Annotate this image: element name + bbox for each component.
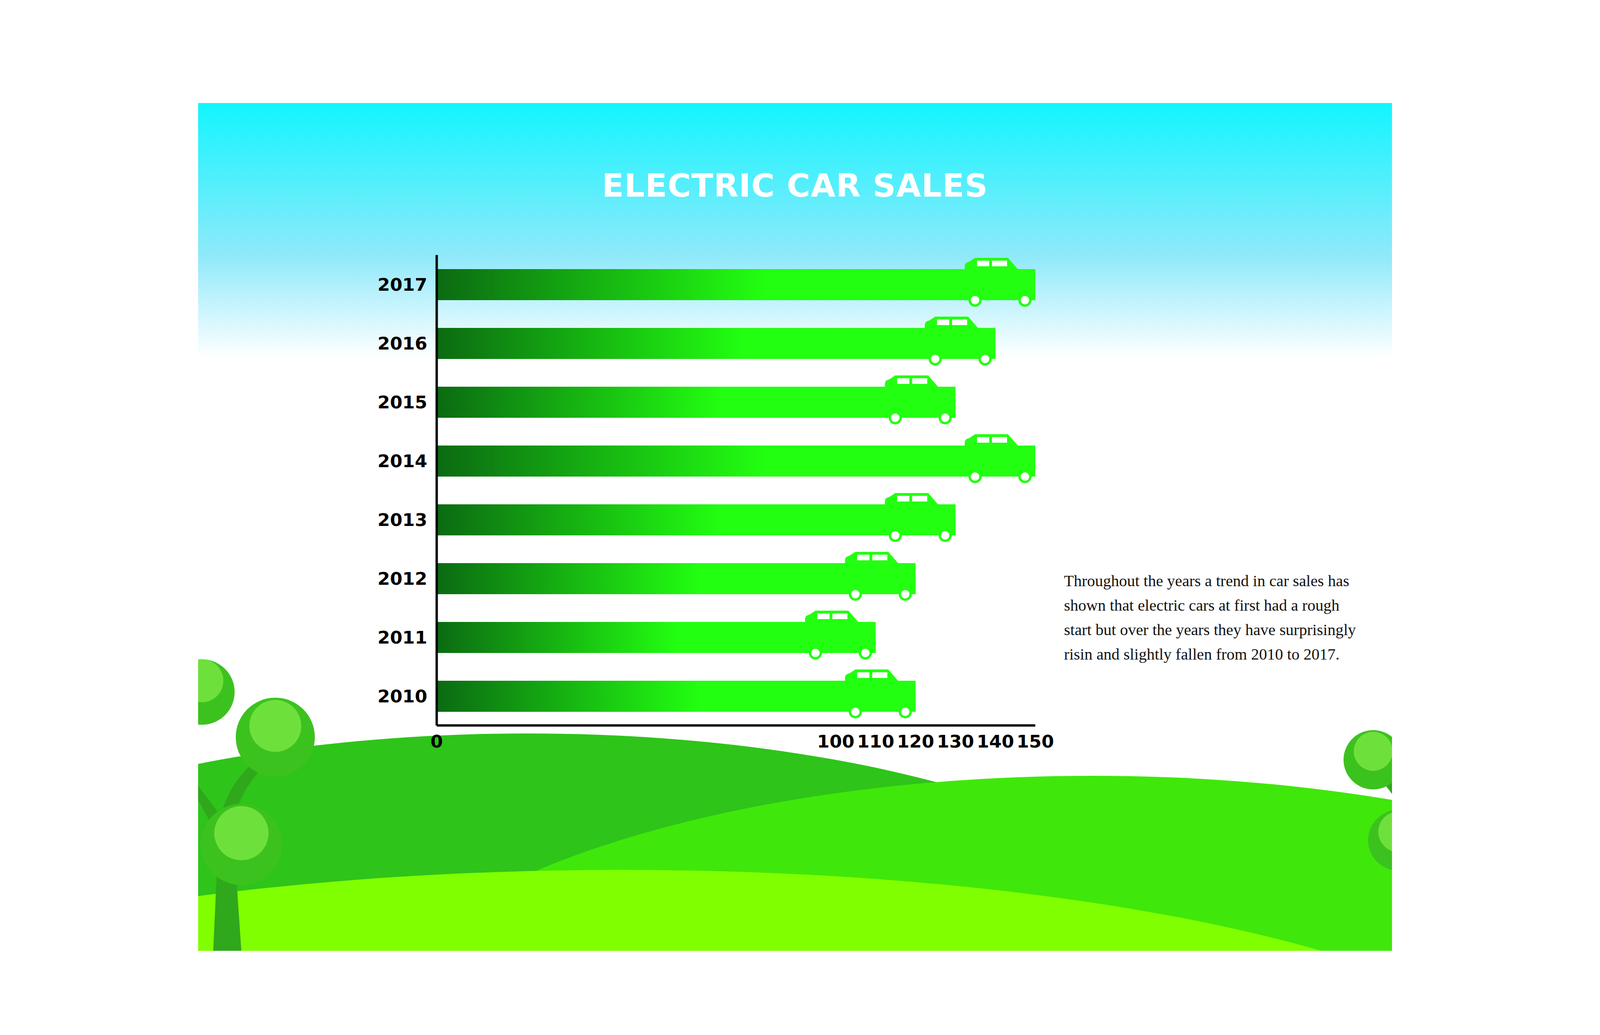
svg-text:2017: 2017 [377,274,428,296]
svg-text:2010: 2010 [377,686,428,707]
svg-text:2013: 2013 [377,509,428,531]
svg-text:100: 100 [816,731,855,752]
svg-text:2016: 2016 [377,333,428,354]
svg-text:2012: 2012 [377,568,428,590]
html-text:ELECTRIC CAR SALES: ELECTRIC CAR SALES [601,167,989,205]
html-text:Throughout the years a trend i: Throughout the years a trend in car sale… [1064,572,1356,664]
svg-text:130: 130 [936,731,975,752]
svg-text:120: 120 [896,731,935,752]
svg-text:2014: 2014 [377,450,428,472]
svg-text:140: 140 [976,731,1015,752]
svg-text:110: 110 [856,731,895,752]
svg-text:150: 150 [1016,731,1054,752]
svg-text:2015: 2015 [377,392,428,413]
svg-text:0: 0 [430,731,443,752]
svg-text:2011: 2011 [377,627,428,648]
